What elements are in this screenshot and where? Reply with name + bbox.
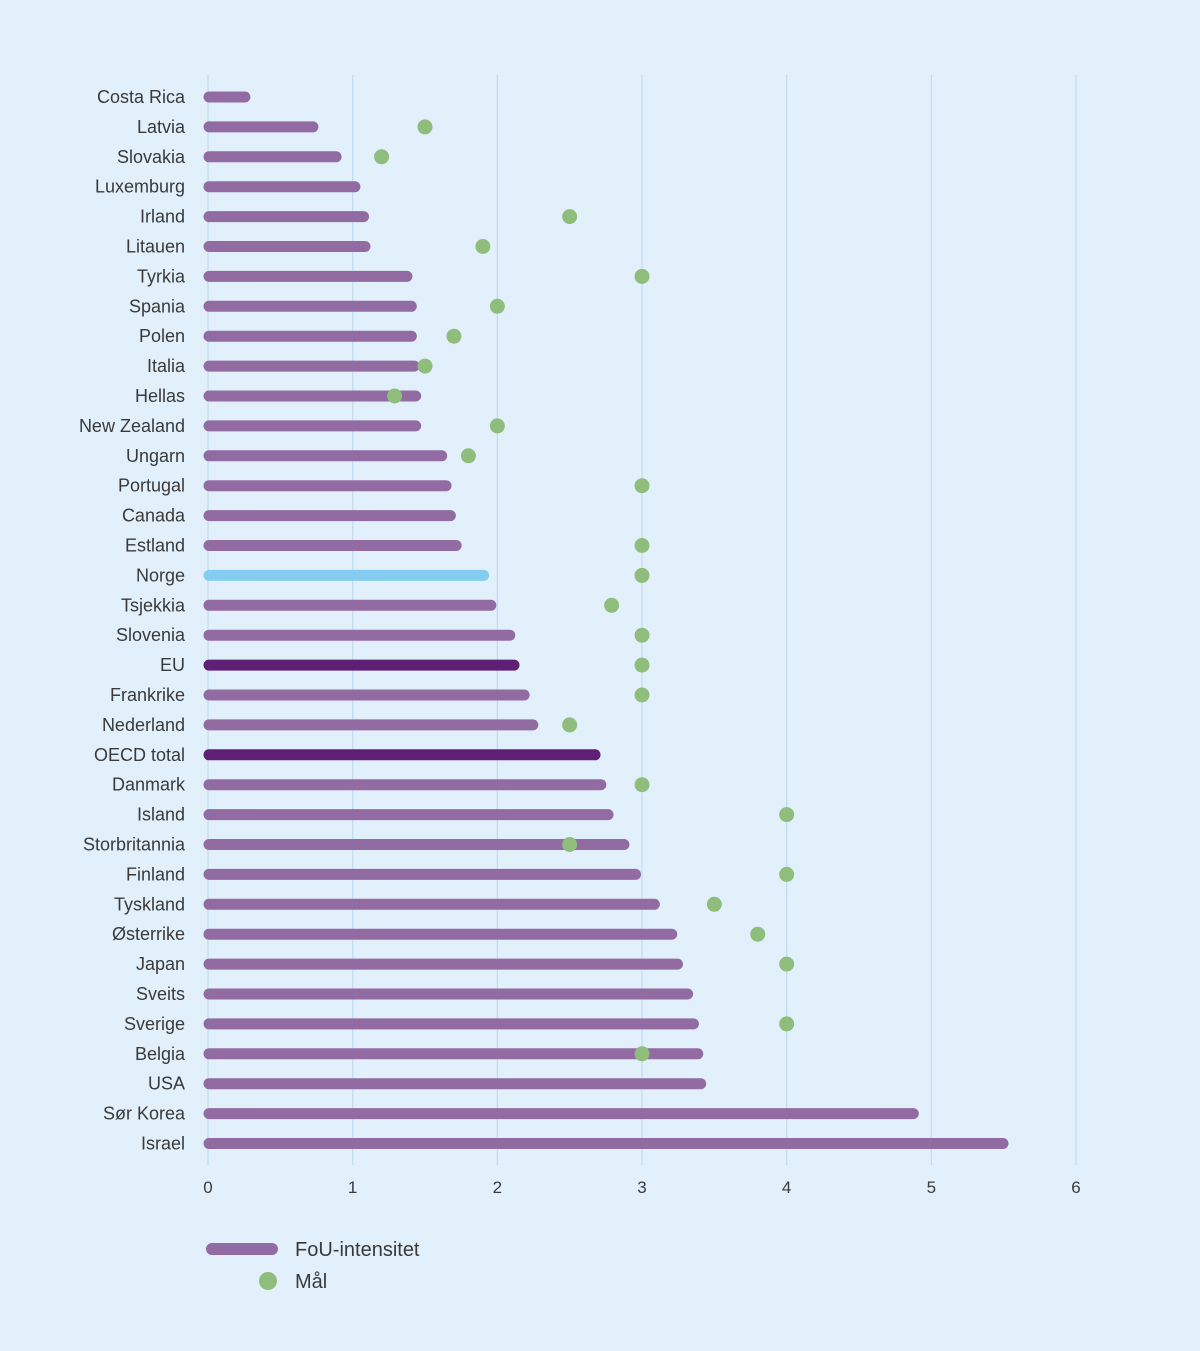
dot-layer xyxy=(374,119,795,1062)
category-label: Nederland xyxy=(102,715,185,735)
category-label: Tyskland xyxy=(114,894,185,914)
category-label: Norge xyxy=(136,565,185,585)
category-label: Estland xyxy=(125,536,185,556)
x-tick-label: 2 xyxy=(493,1178,502,1197)
legend: FoU-intensitet Mål xyxy=(206,1239,420,1293)
category-label: Sverige xyxy=(124,1014,185,1034)
goal-dot xyxy=(475,239,491,254)
category-label: EU xyxy=(160,655,185,675)
goal-dot xyxy=(750,926,766,942)
goal-dot xyxy=(446,328,462,344)
category-label: Østerrike xyxy=(112,924,185,944)
goal-dot xyxy=(562,717,578,733)
goal-dot xyxy=(634,687,650,703)
goal-dot xyxy=(460,448,476,464)
legend-dot-swatch xyxy=(259,1272,277,1290)
category-label: Frankrike xyxy=(110,685,185,705)
x-tick-label: 5 xyxy=(927,1178,936,1197)
goal-dot xyxy=(779,1016,795,1032)
goal-dot xyxy=(634,268,650,284)
category-label: OECD total xyxy=(94,745,185,765)
legend-bar-label: FoU-intensitet xyxy=(295,1239,420,1261)
tick-layer: 0 1 2 3 4 5 6 xyxy=(203,1178,1080,1197)
x-tick-label: 0 xyxy=(203,1178,212,1197)
goal-dot xyxy=(634,657,650,673)
goal-dot xyxy=(604,597,620,613)
bar-layer xyxy=(203,91,1009,1149)
goal-dot xyxy=(634,567,650,583)
x-tick-label: 6 xyxy=(1071,1178,1080,1197)
category-label: Portugal xyxy=(118,476,185,496)
category-label: Danmark xyxy=(112,775,186,795)
goal-dot xyxy=(634,777,650,793)
goal-dot xyxy=(489,418,505,434)
category-label: Litauen xyxy=(126,237,185,257)
category-label: Canada xyxy=(122,506,186,526)
category-label: Storbritannia xyxy=(83,835,186,855)
category-label: Finland xyxy=(126,864,185,884)
category-label: Luxemburg xyxy=(95,177,185,197)
category-label: Japan xyxy=(136,954,185,974)
grid-layer xyxy=(207,75,1077,1165)
legend-dot-label: Mål xyxy=(295,1271,327,1293)
category-label: USA xyxy=(148,1074,185,1094)
goal-dot xyxy=(634,627,650,643)
goal-dot xyxy=(387,388,403,404)
category-label: Costa Rica xyxy=(97,87,186,107)
goal-dot xyxy=(779,956,795,972)
category-label: Italia xyxy=(147,356,186,376)
goal-dot xyxy=(779,807,795,823)
x-tick-label: 4 xyxy=(782,1178,791,1197)
goal-dot xyxy=(706,896,722,912)
goal-dot xyxy=(374,149,390,165)
category-label: Ungarn xyxy=(126,446,185,466)
goal-dot xyxy=(634,478,650,494)
goal-dot xyxy=(489,298,505,314)
category-label: Island xyxy=(137,805,185,825)
category-label: Tsjekkia xyxy=(121,595,186,615)
x-tick-label: 3 xyxy=(637,1178,646,1197)
goal-dot xyxy=(417,358,433,374)
category-label: Hellas xyxy=(135,386,185,406)
category-label: Israel xyxy=(141,1134,185,1154)
category-label: Tyrkia xyxy=(137,266,186,286)
goal-dot xyxy=(417,119,433,135)
goal-dot xyxy=(634,1046,650,1062)
category-label: Sveits xyxy=(136,984,185,1004)
goal-dot xyxy=(779,866,795,882)
x-tick-label: 1 xyxy=(348,1178,357,1197)
category-label: Irland xyxy=(140,207,185,227)
category-label: Polen xyxy=(139,326,185,346)
category-label: Belgia xyxy=(135,1044,186,1064)
category-label: Latvia xyxy=(137,117,186,137)
goal-dot xyxy=(562,837,578,852)
category-label: New Zealand xyxy=(79,416,185,436)
goal-dot xyxy=(634,538,650,553)
category-label: Spania xyxy=(129,296,186,316)
label-layer: Costa Rica Latvia Slovakia Luxemburg Irland L… xyxy=(79,87,186,1154)
category-label: Slovenia xyxy=(116,625,186,645)
category-label: Sør Korea xyxy=(103,1104,186,1124)
goal-dot xyxy=(562,209,578,225)
category-label: Slovakia xyxy=(117,147,186,167)
